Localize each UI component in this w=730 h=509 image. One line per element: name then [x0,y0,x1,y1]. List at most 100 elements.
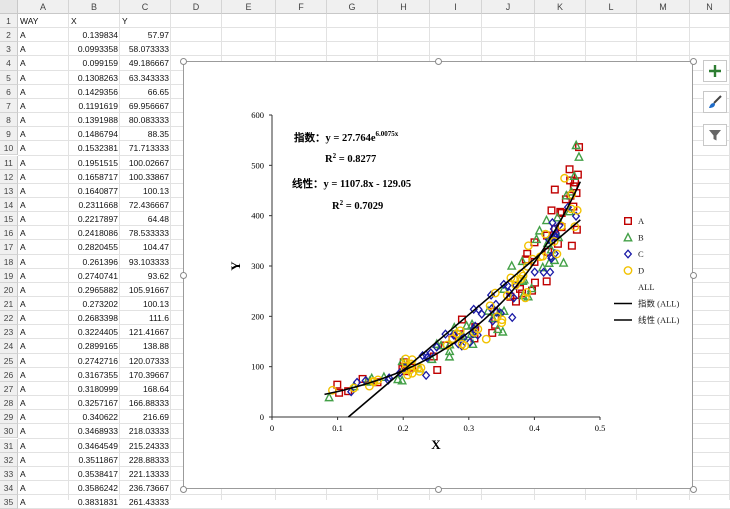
row-header-20[interactable]: 20 [0,282,18,297]
cell-y[interactable]: 100.02667 [128,157,169,168]
column-header-c[interactable]: C [120,0,171,14]
cell-x[interactable]: 0.3464549 [77,440,118,451]
cell-y[interactable]: 93.62 [147,270,169,281]
resize-handle[interactable] [689,485,697,493]
resize-handle[interactable] [434,485,442,493]
cell-way[interactable]: A [20,86,26,97]
cell-x[interactable]: 0.099159 [82,58,118,69]
cell-x[interactable]: 0.2965882 [77,284,118,295]
cell-y[interactable]: 78.533333 [128,228,169,239]
column-header-i[interactable]: I [430,0,482,14]
cell-way[interactable]: A [20,185,26,196]
row-header-26[interactable]: 26 [0,367,18,382]
row-header-6[interactable]: 6 [0,84,18,99]
cell-y[interactable]: 57.97 [147,30,169,41]
row-header-12[interactable]: 12 [0,169,18,184]
cell-x[interactable]: 0.139834 [82,30,118,41]
cell-way[interactable]: A [20,383,26,394]
cell-y[interactable]: 168.64 [143,383,169,394]
row-header-33[interactable]: 33 [0,466,18,481]
cell-x[interactable]: 0.3831831 [77,497,118,508]
cell-x[interactable]: 0.2217897 [77,214,118,225]
row-header-32[interactable]: 32 [0,452,18,467]
cell-y[interactable]: 49.186667 [128,58,169,69]
cell-way[interactable]: A [20,454,26,465]
cell-way[interactable]: A [20,369,26,380]
cell-way[interactable]: A [20,30,26,41]
column-header-d[interactable]: D [171,0,222,14]
row-header-1[interactable]: 1 [0,14,18,29]
cell-way[interactable]: A [20,497,26,508]
cell-x[interactable]: 0.3586242 [77,482,118,493]
cell-x[interactable]: 0.3468933 [77,426,118,437]
column-header-n[interactable]: N [690,0,730,14]
row-header-16[interactable]: 16 [0,226,18,241]
cell-x[interactable]: 0.1951515 [77,157,118,168]
cell-y[interactable]: 261.43333 [128,497,169,508]
cell-y[interactable]: 69.956667 [128,100,169,111]
chart-area[interactable]: 0 100 200 300 400 500 600 0 0.1 0.2 0.3 0.4 0.5 X Y 指数… [183,61,693,489]
cell-x[interactable]: 0.2418086 [77,228,118,239]
cell-x[interactable]: 0.3257167 [77,398,118,409]
cell-way[interactable]: A [20,115,26,126]
resize-handle[interactable] [434,57,442,65]
chart-filters-button[interactable] [703,124,727,146]
row-header-29[interactable]: 29 [0,410,18,425]
cell-x[interactable]: 0.273202 [82,299,118,309]
cell-y[interactable]: 120.07333 [128,355,169,366]
row-header-21[interactable]: 21 [0,297,18,312]
row-header-34[interactable]: 34 [0,480,18,496]
row-header-9[interactable]: 9 [0,127,18,142]
row-header-35[interactable]: 35 [0,495,18,509]
cell-way[interactable]: A [20,341,26,352]
cell-way[interactable]: A [20,440,26,451]
cell-x[interactable]: 0.2311668 [78,199,118,210]
cell-y[interactable]: 215.24333 [128,440,169,451]
row-header-27[interactable]: 27 [0,381,18,397]
resize-handle[interactable] [179,271,187,279]
column-header-b[interactable]: B [69,0,120,14]
cell-way[interactable]: A [20,58,26,69]
cell-y[interactable]: 121.41667 [128,327,169,338]
cell-y[interactable]: 100.33867 [128,171,169,182]
cell-y[interactable]: 111.6 [148,313,169,324]
cell-y[interactable]: 166.88333 [128,398,169,409]
cell-y[interactable]: 64.48 [147,214,169,225]
cell-x[interactable]: 0.2899165 [77,341,118,352]
row-header-23[interactable]: 23 [0,325,18,340]
row-header-17[interactable]: 17 [0,240,18,255]
cell-x[interactable]: 0.1429356 [77,86,118,97]
resize-handle[interactable] [689,271,697,279]
cell-y[interactable]: 138.88 [143,341,169,352]
cell-y[interactable]: 88.35 [147,129,169,140]
chart-styles-button[interactable] [703,91,727,113]
row-header-11[interactable]: 11 [0,155,18,170]
cell-x[interactable]: 0.0993358 [77,44,118,55]
cell-y[interactable]: 63.343333 [128,72,169,83]
cell-y[interactable]: 58.073333 [128,44,169,55]
column-header-a[interactable]: A [18,0,69,14]
row-header-14[interactable]: 14 [0,197,18,213]
cell-y[interactable]: 100.13 [143,185,169,196]
column-header-j[interactable]: J [482,0,535,14]
cell-y[interactable]: 71.713333 [128,143,169,154]
cell-way[interactable]: A [20,100,26,111]
cell-x[interactable]: 0.1391988 [77,115,118,126]
cell-y[interactable]: 218.03333 [128,426,169,437]
cell-way[interactable]: A [20,157,26,168]
cell-way[interactable]: A [20,327,26,338]
cell-x[interactable]: 0.1308263 [77,72,118,83]
select-all-corner[interactable] [0,0,18,14]
cell-way[interactable]: A [20,44,26,55]
cell-y[interactable]: 170.39667 [128,369,169,380]
column-header-l[interactable]: L [586,0,637,14]
cell-x[interactable]: 0.261396 [82,256,118,267]
cell-x[interactable]: 0.3511867 [78,454,118,465]
cell-y[interactable]: 72.436667 [128,199,169,210]
resize-handle[interactable] [179,57,187,65]
cell-y[interactable]: 221.13333 [128,468,169,479]
column-header-f[interactable]: F [276,0,327,14]
cell-x[interactable]: 0.1640877 [77,185,118,196]
cell-way[interactable]: A [20,214,26,225]
cell-x[interactable]: 0.1658717 [77,171,118,182]
